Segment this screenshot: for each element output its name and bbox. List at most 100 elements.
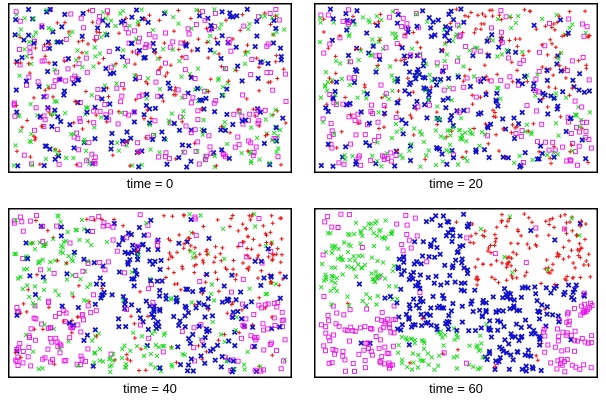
green-agent-marker <box>587 109 593 115</box>
blue-agent-marker <box>194 85 201 92</box>
magenta-agent-marker <box>282 337 288 343</box>
blue-agent-marker <box>488 31 495 38</box>
red-agent-marker <box>249 247 254 252</box>
red-agent-marker <box>234 272 239 277</box>
magenta-agent-marker <box>499 39 505 45</box>
green-agent-marker <box>36 296 42 301</box>
red-agent-marker <box>270 221 275 226</box>
green-agent-marker <box>122 343 127 348</box>
red-agent-marker <box>567 9 572 14</box>
green-agent-marker <box>32 284 38 289</box>
blue-agent-marker <box>410 321 416 328</box>
green-agent-marker <box>102 83 108 88</box>
red-agent-marker <box>200 258 205 263</box>
magenta-agent-marker <box>498 29 504 35</box>
magenta-agent-marker <box>40 223 46 229</box>
blue-agent-marker <box>115 315 122 322</box>
blue-agent-marker <box>406 91 413 97</box>
red-agent-marker <box>497 149 501 153</box>
green-agent-marker <box>360 298 366 304</box>
magenta-agent-marker <box>576 143 582 149</box>
magenta-agent-marker <box>464 235 470 241</box>
red-agent-marker <box>251 107 256 112</box>
magenta-agent-marker <box>135 243 140 249</box>
magenta-agent-marker <box>385 155 391 161</box>
magenta-agent-marker <box>27 218 33 224</box>
green-agent-marker <box>347 82 353 88</box>
magenta-agent-marker <box>381 361 387 367</box>
blue-agent-marker <box>436 146 443 153</box>
red-agent-marker <box>409 116 414 120</box>
blue-agent-marker <box>330 163 336 170</box>
magenta-agent-marker <box>388 329 394 335</box>
green-agent-marker <box>71 155 76 161</box>
green-agent-marker <box>390 88 395 94</box>
blue-agent-marker <box>24 255 31 262</box>
magenta-agent-marker <box>381 103 387 109</box>
blue-agent-marker <box>67 121 73 128</box>
blue-agent-marker <box>170 313 177 320</box>
green-agent-marker <box>419 338 425 343</box>
green-agent-marker <box>442 41 448 47</box>
magenta-agent-marker <box>321 343 327 349</box>
magenta-agent-marker <box>250 153 256 159</box>
blue-agent-marker <box>420 74 426 81</box>
magenta-agent-marker <box>68 11 74 17</box>
green-agent-marker <box>123 365 129 371</box>
blue-agent-marker <box>351 79 358 86</box>
blue-agent-marker <box>437 76 444 83</box>
green-agent-marker <box>556 133 561 138</box>
red-agent-marker <box>229 216 234 221</box>
blue-agent-marker <box>143 102 150 109</box>
green-agent-marker <box>15 276 21 281</box>
green-agent-marker <box>446 85 452 90</box>
magenta-agent-marker <box>390 317 396 323</box>
blue-agent-marker <box>412 76 419 82</box>
red-agent-marker <box>472 30 477 35</box>
blue-agent-marker <box>445 312 452 319</box>
red-agent-marker <box>492 232 497 237</box>
magenta-agent-marker <box>75 322 81 328</box>
magenta-agent-marker <box>160 349 166 355</box>
red-agent-marker <box>378 12 383 17</box>
blue-agent-marker <box>444 279 450 286</box>
green-agent-marker <box>424 19 430 25</box>
blue-agent-marker <box>400 253 407 260</box>
magenta-agent-marker <box>255 120 261 126</box>
red-agent-marker <box>86 42 90 46</box>
green-agent-marker <box>63 238 69 244</box>
green-agent-marker <box>318 284 324 290</box>
blue-agent-marker <box>194 46 201 53</box>
green-agent-marker <box>152 329 158 334</box>
blue-agent-marker <box>506 366 513 373</box>
red-agent-marker <box>378 38 382 43</box>
magenta-agent-marker <box>75 136 81 142</box>
magenta-agent-marker <box>382 344 388 350</box>
green-agent-marker <box>20 286 26 292</box>
blue-agent-marker <box>214 342 221 349</box>
green-agent-marker <box>511 160 517 166</box>
green-agent-marker <box>85 238 90 244</box>
red-agent-marker <box>192 270 197 275</box>
green-agent-marker <box>421 346 427 352</box>
green-agent-marker <box>135 19 141 24</box>
red-agent-marker <box>588 274 593 279</box>
magenta-agent-marker <box>503 14 509 20</box>
red-agent-marker <box>527 246 532 251</box>
green-agent-marker <box>411 360 416 365</box>
magenta-agent-marker <box>77 116 83 122</box>
green-agent-marker <box>433 162 439 168</box>
magenta-agent-marker <box>585 340 591 346</box>
green-agent-marker <box>83 105 89 110</box>
blue-agent-marker <box>196 323 203 330</box>
blue-agent-marker <box>343 27 350 33</box>
green-agent-marker <box>363 95 369 101</box>
green-agent-marker <box>340 257 346 263</box>
magenta-agent-marker <box>67 240 73 246</box>
magenta-agent-marker <box>256 302 262 308</box>
red-agent-marker <box>495 72 500 77</box>
magenta-agent-marker <box>115 121 121 127</box>
magenta-agent-marker <box>167 44 173 50</box>
green-agent-marker <box>369 153 375 159</box>
blue-agent-marker <box>122 301 128 308</box>
